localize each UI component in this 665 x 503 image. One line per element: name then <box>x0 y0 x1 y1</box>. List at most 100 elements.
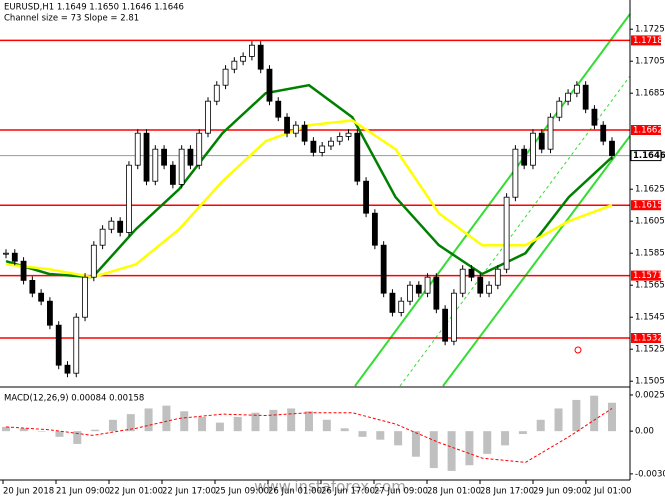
candle <box>29 279 36 294</box>
candle <box>117 220 124 233</box>
macd-bar <box>465 431 474 466</box>
candle <box>415 284 422 294</box>
main-panel <box>0 39 630 471</box>
candle <box>477 276 484 294</box>
macd-bar <box>287 408 296 432</box>
x-tick-label: 26 Jun 17:00 <box>321 487 375 497</box>
candle <box>442 308 449 342</box>
x-tick-label: 2 Jul 01:00 <box>586 487 632 497</box>
candle <box>99 228 106 246</box>
x-tick-label: 28 Jun 01:00 <box>427 487 481 497</box>
candle <box>371 212 378 246</box>
candle <box>582 84 589 110</box>
channel-middle <box>399 75 631 387</box>
x-tick-label: 27 Jun 09:00 <box>374 487 428 497</box>
macd-bar <box>180 411 189 432</box>
candle <box>126 164 132 233</box>
y-tick-label: 1.1605 <box>635 217 665 227</box>
candle <box>240 56 247 62</box>
level-label-box <box>631 270 661 281</box>
y-tick-label: 1.1585 <box>635 249 665 259</box>
y-tick-label: 1.1725 <box>635 25 665 35</box>
macd-bar <box>162 405 171 432</box>
macd-bar <box>91 429 100 432</box>
channel-upper <box>354 13 631 387</box>
candle <box>459 268 466 294</box>
candle <box>82 276 88 318</box>
candle <box>573 84 580 94</box>
y-tick-label: 1.1565 <box>635 281 665 291</box>
y-tick-label: 1.1525 <box>635 345 665 355</box>
candle <box>275 100 282 118</box>
candle <box>20 260 27 281</box>
channel-lower <box>442 135 631 387</box>
chart-subtitle: Channel size = 73 Slope = 2.81 <box>4 14 139 24</box>
macd-signal <box>5 408 613 463</box>
candle <box>433 276 440 310</box>
candle <box>108 220 115 230</box>
x-tick-label: 22 Jun 01:00 <box>109 487 163 497</box>
candle <box>178 148 185 185</box>
macd-bar <box>2 426 10 432</box>
candle <box>512 148 519 198</box>
candle <box>222 68 229 86</box>
candle <box>468 268 475 278</box>
candle <box>169 164 176 185</box>
candle <box>345 132 352 137</box>
level-label: 1.1718 <box>633 36 663 46</box>
watermark: www.instaforex.com <box>254 478 406 496</box>
candle <box>424 276 431 294</box>
x-tick-label: 26 Jun 01:00 <box>268 487 322 497</box>
macd-y-tick-label: 0.00255 <box>635 390 665 400</box>
macd-bar <box>447 431 456 471</box>
macd-bar <box>37 431 46 432</box>
candle <box>292 124 299 134</box>
macd-bar <box>358 431 367 437</box>
macd-bar <box>55 431 64 437</box>
level-label-box <box>631 35 661 46</box>
macd-bar <box>536 419 545 432</box>
candle <box>249 44 255 57</box>
macd-bar <box>108 419 117 432</box>
candle <box>530 132 536 166</box>
candle <box>591 108 598 126</box>
candle <box>284 116 290 134</box>
candle <box>152 148 159 182</box>
candle <box>231 60 238 70</box>
candle <box>398 300 405 313</box>
macd-bar <box>572 399 581 432</box>
x-tick-label: 22 Jun 17:00 <box>162 487 216 497</box>
candle <box>556 100 563 118</box>
candle <box>55 324 62 366</box>
candle <box>538 132 545 150</box>
x-tick-label: 29 Jun 09:00 <box>533 487 587 497</box>
level-label: 1.1662 <box>633 126 663 136</box>
level-label-box <box>631 125 661 135</box>
candle <box>389 292 396 313</box>
candle <box>328 140 334 147</box>
macd-label: MACD(12,26,9) 0.00084 0.00158 <box>4 394 144 404</box>
macd-bar <box>376 431 385 440</box>
candle <box>521 148 528 166</box>
macd-bar <box>501 431 510 446</box>
candle <box>11 252 18 262</box>
last-price-label: 1.1646 <box>633 151 665 161</box>
x-tick-label: 28 Jun 17:00 <box>480 487 534 497</box>
macd-bar <box>305 411 313 432</box>
macd-bar <box>233 416 242 432</box>
candle <box>266 68 273 102</box>
y-tick-label: 1.1685 <box>635 89 665 99</box>
candle <box>354 132 361 182</box>
candle <box>301 124 308 142</box>
macd-bar <box>73 431 82 444</box>
level-label: 1.1571 <box>633 271 663 281</box>
candle <box>143 132 150 182</box>
level-label: 1.1615 <box>633 201 663 211</box>
candle <box>547 116 554 150</box>
moving-average <box>5 83 613 279</box>
candle <box>486 284 492 294</box>
macd-bar <box>608 402 616 432</box>
candle <box>600 124 607 142</box>
candle <box>161 148 167 166</box>
